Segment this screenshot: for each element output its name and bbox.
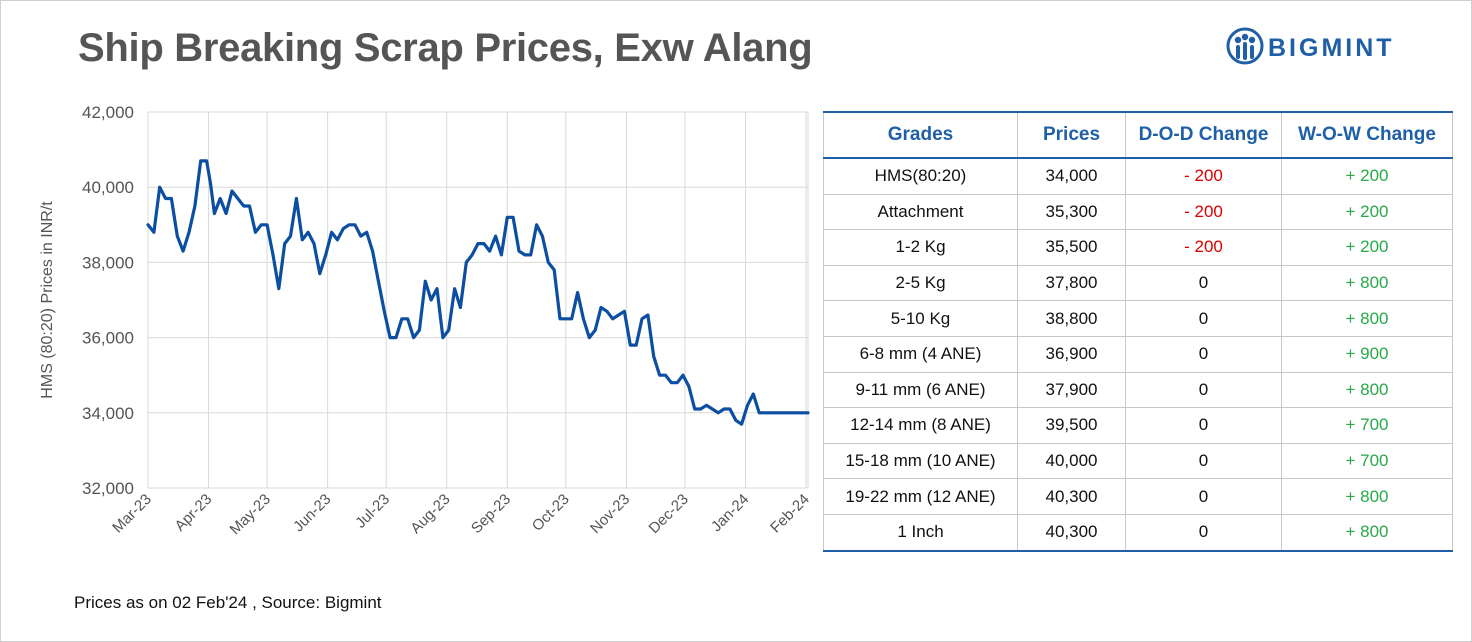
grade-cell: Attachment [823, 194, 1018, 231]
y-tick-label: 36,000 [82, 329, 134, 348]
header-dod-change: D-O-D Change [1125, 111, 1282, 159]
people-logo-icon [1226, 27, 1264, 65]
x-tick-label: Jan-24 [708, 491, 752, 535]
x-tick-label: Oct-23 [529, 491, 573, 535]
y-tick-label: 40,000 [82, 178, 134, 197]
price-cell: 34,000 [1017, 158, 1126, 195]
table-row: 1 Inch 40,300 0 + 800 [823, 514, 1453, 552]
table-row: HMS(80:20) 34,000 - 200 + 200 [823, 158, 1453, 195]
grade-cell: 15-18 mm (10 ANE) [823, 443, 1018, 480]
dod-change-cell: 0 [1125, 407, 1282, 444]
y-tick-label: 38,000 [82, 253, 134, 272]
grade-cell: 9-11 mm (6 ANE) [823, 372, 1018, 409]
wow-change-cell: + 800 [1281, 265, 1453, 302]
wow-change-cell: + 700 [1281, 443, 1453, 480]
y-tick-label: 42,000 [82, 103, 134, 122]
x-tick-label: Sep-23 [468, 491, 514, 537]
price-cell: 37,900 [1017, 372, 1126, 409]
price-cell: 40,300 [1017, 478, 1126, 515]
table-row: 19-22 mm (12 ANE) 40,300 0 + 800 [823, 478, 1453, 515]
grade-cell: 12-14 mm (8 ANE) [823, 407, 1018, 444]
x-tick-label: May-23 [227, 491, 274, 538]
x-tick-label: Feb-24 [767, 491, 813, 537]
header-grades: Grades [823, 111, 1018, 159]
dod-change-cell: - 200 [1125, 158, 1282, 195]
wow-change-cell: + 200 [1281, 158, 1453, 195]
y-axis-label: HMS (80:20) Prices in INR/t [39, 201, 56, 399]
grade-cell: 19-22 mm (12 ANE) [823, 478, 1018, 515]
header-prices: Prices [1017, 111, 1126, 159]
price-cell: 37,800 [1017, 265, 1126, 302]
price-cell: 40,300 [1017, 514, 1126, 552]
brand-logo: BIGMINT [1226, 26, 1426, 66]
x-tick-label: Apr-23 [171, 491, 215, 535]
dod-change-cell: 0 [1125, 300, 1282, 337]
table-row: 9-11 mm (6 ANE) 37,900 0 + 800 [823, 372, 1453, 409]
dod-change-cell: 0 [1125, 514, 1282, 552]
y-tick-label: 32,000 [82, 479, 134, 498]
dod-change-cell: - 200 [1125, 229, 1282, 266]
grade-cell: 1-2 Kg [823, 229, 1018, 266]
series-line-hms [146, 159, 810, 426]
dod-change-cell: 0 [1125, 265, 1282, 302]
wow-change-cell: + 800 [1281, 300, 1453, 337]
price-cell: 38,800 [1017, 300, 1126, 337]
header-wow-change: W-O-W Change [1281, 111, 1453, 159]
table-row: 6-8 mm (4 ANE) 36,900 0 + 900 [823, 336, 1453, 373]
price-cell: 35,500 [1017, 229, 1126, 266]
dod-change-cell: - 200 [1125, 194, 1282, 231]
grade-cell: 2-5 Kg [823, 265, 1018, 302]
dod-change-cell: 0 [1125, 443, 1282, 480]
page-title: Ship Breaking Scrap Prices, Exw Alang [78, 26, 813, 70]
wow-change-cell: + 800 [1281, 514, 1453, 552]
grade-cell: 6-8 mm (4 ANE) [823, 336, 1018, 373]
wow-change-cell: + 200 [1281, 229, 1453, 266]
price-cell: 35,300 [1017, 194, 1126, 231]
x-tick-label: Nov-23 [587, 491, 633, 537]
wow-change-cell: + 900 [1281, 336, 1453, 373]
dod-change-cell: 0 [1125, 478, 1282, 515]
wow-change-cell: + 700 [1281, 407, 1453, 444]
price-cell: 40,000 [1017, 443, 1126, 480]
price-table: Grades Prices D-O-D Change W-O-W Change … [823, 111, 1453, 552]
source-note: Prices as on 02 Feb'24 , Source: Bigmint [74, 593, 382, 612]
x-tick-label: Aug-23 [407, 491, 453, 537]
price-line-chart: 32,00034,00036,00038,00040,00042,000Mar-… [39, 103, 813, 538]
wow-change-cell: + 800 [1281, 372, 1453, 409]
plot-area [147, 111, 809, 489]
table-header-row: Grades Prices D-O-D Change W-O-W Change [823, 111, 1453, 159]
table-row: 5-10 Kg 38,800 0 + 800 [823, 300, 1453, 337]
x-tick-label: Dec-23 [646, 491, 692, 537]
price-cell: 36,900 [1017, 336, 1126, 373]
dod-change-cell: 0 [1125, 372, 1282, 409]
brand-name: BIGMINT [1268, 34, 1395, 62]
grade-cell: 1 Inch [823, 514, 1018, 552]
price-cell: 39,500 [1017, 407, 1126, 444]
table-row: Attachment 35,300 - 200 + 200 [823, 194, 1453, 231]
wow-change-cell: + 800 [1281, 478, 1453, 515]
grade-cell: HMS(80:20) [823, 158, 1018, 195]
table-row: 15-18 mm (10 ANE) 40,000 0 + 700 [823, 443, 1453, 480]
x-tick-label: Jun-23 [290, 491, 334, 535]
table-row: 2-5 Kg 37,800 0 + 800 [823, 265, 1453, 302]
y-tick-label: 34,000 [82, 404, 134, 423]
table-row: 1-2 Kg 35,500 - 200 + 200 [823, 229, 1453, 266]
grade-cell: 5-10 Kg [823, 300, 1018, 337]
wow-change-cell: + 200 [1281, 194, 1453, 231]
x-tick-label: Jul-23 [352, 491, 393, 532]
table-row: 12-14 mm (8 ANE) 39,500 0 + 700 [823, 407, 1453, 444]
dod-change-cell: 0 [1125, 336, 1282, 373]
